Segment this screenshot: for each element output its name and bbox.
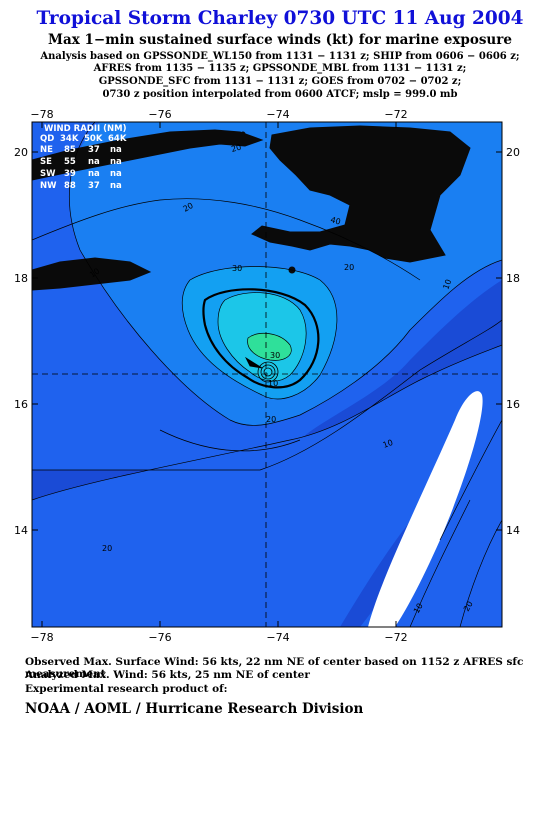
analysis-line-2: AFRES from 1135 − 1135 z; GPSSONDE_MBL f… [93,63,467,74]
wind-radii-cell: na [110,169,122,179]
wind-radii-cell: na [110,145,122,155]
wind-radii-cell: NW [40,181,57,191]
contour-34kt [202,288,320,389]
lon-tick-top-1: −76 [148,108,171,121]
wind-radii-cell: SW [40,169,56,179]
band-10-20-south [32,345,502,627]
lat-tick-left-3: 14 [14,524,28,537]
wind-radii-header-34k: 34K [60,134,79,144]
experimental-note: Experimental research product of: [25,683,228,695]
contour-label: 20 [182,201,195,214]
contour-label: 10 [441,278,453,291]
wind-radii-cell: NE [40,145,53,155]
lat-tick-left-1: 18 [14,272,28,285]
lat-tick-left-0: 20 [14,146,28,159]
contour-label: 40 [329,215,341,226]
wind-radii-cell: 39 [64,169,76,179]
lat-tick-right-0: 20 [506,146,520,159]
contour-label: 30 [232,264,242,273]
wind-radii-cell: 85 [64,145,76,155]
wind-radii-title: WIND RADII (NM) [44,124,127,134]
lon-tick-top-2: −74 [266,108,289,121]
land-masses [32,125,471,291]
contour-label: 10 [382,438,395,450]
lat-tick-left-2: 16 [14,398,28,411]
wind-radii-header-64k: 64K [108,134,127,144]
wind-radii-cell: na [88,169,100,179]
observed-max-wind: Observed Max. Surface Wind: 56 kts, 22 n… [25,656,524,680]
lon-tick-bottom-3: −72 [384,631,407,644]
lon-tick-top-0: −78 [30,108,53,121]
lat-tick-right-2: 16 [506,398,520,411]
low-wind-streak [368,391,483,627]
wind-radii-cell: SE [40,157,52,167]
land-hispaniola [251,125,471,263]
contour-label: 30 [270,351,280,360]
wind-radii-cell: 37 [88,181,100,191]
lon-tick-bottom-1: −76 [148,631,171,644]
subtitle: Max 1−min sustained surface winds (kt) f… [48,32,512,48]
wind-radii-cell: na [110,181,122,191]
lat-tick-right-3: 14 [506,524,520,537]
analysis-line-3: GPSSONDE_SFC from 1131 − 1131 z; GOES fr… [98,76,462,87]
wind-radii-cell: 55 [64,157,76,167]
wind-radii-cell: 37 [88,145,100,155]
wind-radii-cell: na [110,157,122,167]
lon-tick-top-3: −72 [384,108,407,121]
contour-lines [32,122,502,627]
contour-label: 10 [412,602,425,615]
analysis-line-4: 0730 z position interpolated from 0600 A… [102,89,458,100]
wind-radii-cell: na [88,157,100,167]
wind-radii-header-50k: 50K [84,134,103,144]
wind-radii-table: WIND RADII (NM) QD 34K 50K 64K NE 85 37 … [40,124,127,191]
lon-tick-bottom-2: −74 [266,631,289,644]
contour-label: 20 [344,263,354,272]
contour-label: 20 [102,544,112,553]
contour-label: 10 [268,379,278,388]
plot-frame [31,121,503,628]
land-cuba [32,129,264,181]
contour-label: 20 [462,600,475,613]
page-title: Tropical Storm Charley 0730 UTC 11 Aug 2… [36,8,524,29]
wind-radii-header-qd: QD [40,134,54,144]
land-jamaica [32,257,152,291]
lat-tick-right-1: 18 [506,272,520,285]
contour-label: 20 [230,143,242,154]
contour-label: 20 [266,415,276,424]
band-50-plus [247,333,292,361]
lon-tick-bottom-0: −78 [30,631,53,644]
storm-center [245,356,279,383]
wind-radii-cell: 88 [64,181,76,191]
plot-area [32,122,502,627]
tick-marks [32,122,502,627]
analyzed-max-wind: Analyzed Max. Wind: 56 kts, 25 nm NE of … [25,669,310,681]
analysis-line-1: Analysis based on GPSSONDE_WL150 from 11… [40,51,520,62]
organization: NOAA / AOML / Hurricane Research Divisio… [25,701,364,717]
